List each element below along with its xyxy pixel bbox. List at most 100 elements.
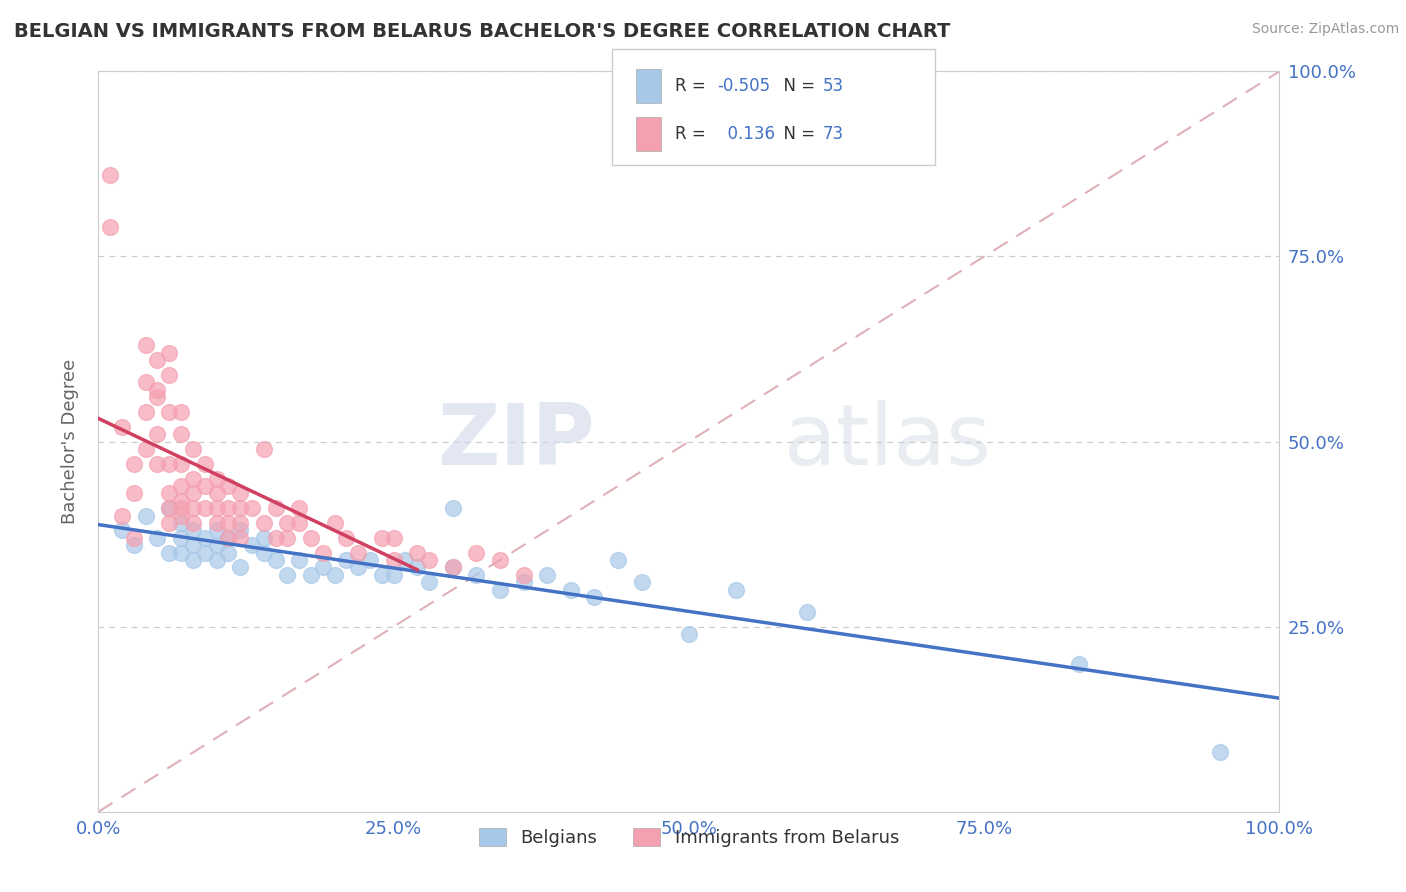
Point [170,516,193,530]
Point [157,546,180,560]
Point [371,531,394,545]
Point [194,501,217,516]
Point [170,427,193,442]
Point [276,516,298,530]
Point [181,516,204,530]
Point [217,501,239,516]
Point [157,516,180,530]
Point [678,627,700,641]
Point [240,538,263,552]
Point [170,493,193,508]
Point [229,516,252,530]
Point [194,479,217,493]
Point [157,486,180,500]
Point [406,560,429,574]
Point [111,524,134,538]
Point [135,338,157,352]
Point [229,524,252,538]
Point [394,553,416,567]
Point [135,376,157,390]
Point [560,582,582,597]
Point [170,479,193,493]
Point [122,531,145,545]
Text: R =: R = [675,125,711,143]
Point [135,442,157,456]
Point [170,508,193,523]
Point [170,531,193,545]
Point [512,567,534,582]
Text: 53: 53 [823,77,844,95]
Point [371,567,394,582]
Point [135,405,157,419]
Point [489,582,512,597]
Point [323,516,346,530]
Text: atlas: atlas [783,400,991,483]
Text: N =: N = [773,125,821,143]
Point [170,546,193,560]
Point [157,457,180,471]
Point [253,516,276,530]
Point [146,427,169,442]
Point [181,524,204,538]
Text: BELGIAN VS IMMIGRANTS FROM BELARUS BACHELOR'S DEGREE CORRELATION CHART: BELGIAN VS IMMIGRANTS FROM BELARUS BACHE… [14,22,950,41]
Point [607,553,630,567]
Point [359,553,381,567]
Point [382,567,405,582]
Point [194,457,217,471]
Point [276,567,298,582]
Point [122,457,145,471]
Point [335,531,357,545]
Point [122,486,145,500]
Point [264,501,287,516]
Point [170,405,193,419]
Point [205,471,228,485]
Point [98,168,121,182]
Point [217,531,239,545]
Point [217,516,239,530]
Point [205,524,228,538]
Point [441,560,464,574]
Point [253,442,276,456]
Point [583,590,606,604]
Point [489,553,512,567]
Point [146,457,169,471]
Point [299,567,322,582]
Point [146,390,169,404]
Y-axis label: Bachelor's Degree: Bachelor's Degree [60,359,79,524]
Point [205,538,228,552]
Point [146,531,169,545]
Point [157,501,180,516]
Point [406,546,429,560]
Point [122,538,145,552]
Point [276,531,298,545]
Point [217,546,239,560]
Point [418,553,440,567]
Point [418,575,440,590]
Point [146,353,169,368]
Point [181,553,204,567]
Point [181,471,204,485]
Point [323,567,346,582]
Point [1067,657,1090,671]
Point [146,383,169,397]
Point [205,516,228,530]
Point [347,546,370,560]
Point [229,486,252,500]
Point [157,501,180,516]
Point [382,531,405,545]
Point [264,553,287,567]
Point [170,501,193,516]
Point [347,560,370,574]
Point [205,501,228,516]
Point [312,560,335,574]
Point [253,546,276,560]
Point [288,516,311,530]
Point [111,508,134,523]
Point [98,219,121,234]
Point [630,575,652,590]
Point [264,531,287,545]
Point [157,368,180,382]
Point [111,419,134,434]
Point [229,560,252,574]
Point [335,553,357,567]
